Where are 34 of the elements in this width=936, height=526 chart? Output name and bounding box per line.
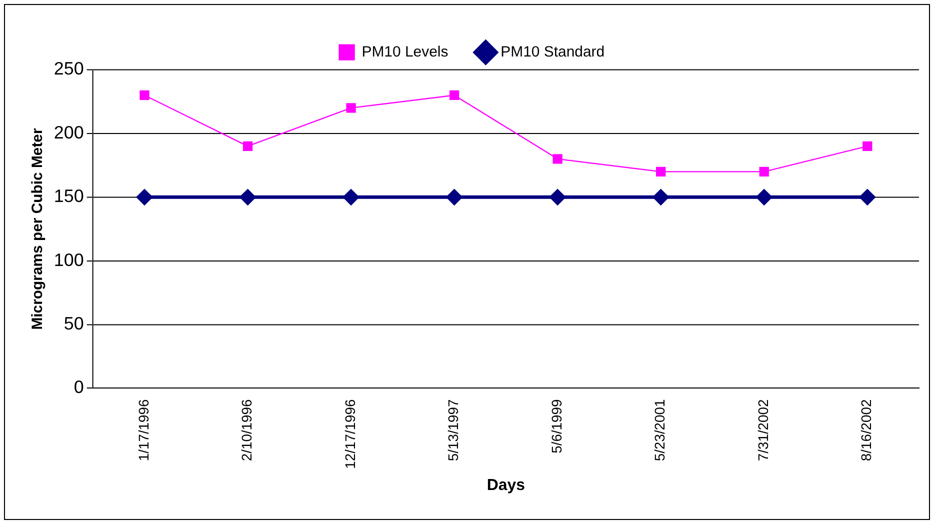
point <box>140 90 150 100</box>
y-tick-label: 0 <box>74 377 84 398</box>
x-tick-label: 8/16/2002 <box>858 398 874 462</box>
y-tick-label: 50 <box>64 314 84 334</box>
point <box>860 189 876 205</box>
y-tick-label: 100 <box>54 250 84 270</box>
x-tick-label: 5/23/2001 <box>652 398 668 462</box>
point <box>242 141 253 152</box>
point <box>862 141 872 152</box>
x-tick-label: 7/31/2002 <box>754 398 771 462</box>
legend-label: PM10 Levels <box>362 43 448 60</box>
x-tick-label: 1/17/1996 <box>135 398 152 462</box>
point <box>656 166 666 176</box>
point <box>759 166 769 176</box>
point <box>653 189 669 205</box>
y-tick-label: 200 <box>54 122 84 142</box>
x-axis-title: Days <box>486 476 526 494</box>
y-tick-label: 150 <box>54 186 84 206</box>
point <box>550 189 566 205</box>
point <box>240 189 256 205</box>
point <box>446 189 462 205</box>
x-tick-label: 12/17/1996 <box>342 398 358 469</box>
y-tick-label: 250 <box>54 58 84 79</box>
x-tick-label: 5/6/1999 <box>548 398 564 454</box>
y-axis-title: Micrograms per Cubic Meter <box>29 128 46 330</box>
point <box>449 90 460 100</box>
point <box>343 189 359 205</box>
x-tick-label: 5/13/1997 <box>445 398 462 462</box>
point <box>136 189 152 205</box>
x-tick-label: 2/10/1996 <box>238 398 255 462</box>
legend-label: PM10 Standard <box>500 43 605 60</box>
point <box>552 154 562 164</box>
point <box>346 103 356 113</box>
point <box>756 189 772 205</box>
